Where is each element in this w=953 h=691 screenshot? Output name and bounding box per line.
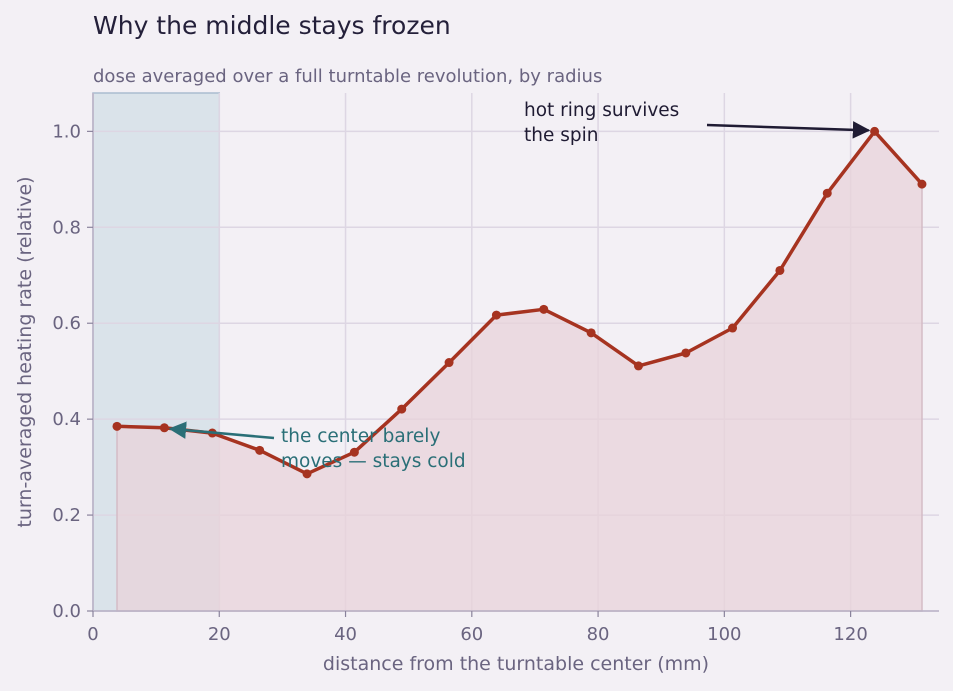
x-tick-label: 0 — [87, 624, 98, 645]
data-point — [491, 310, 501, 320]
data-point — [870, 126, 880, 136]
y-axis-label: turn-averaged heating rate (relative) — [14, 176, 36, 527]
data-point — [539, 304, 549, 314]
x-tick-label: 20 — [208, 624, 231, 645]
y-tick-label: 0.8 — [52, 217, 81, 238]
data-point — [775, 265, 785, 275]
x-tick-label: 60 — [460, 624, 483, 645]
data-point — [349, 447, 359, 457]
x-tick-label: 80 — [587, 624, 610, 645]
x-tick-label: 120 — [833, 624, 867, 645]
annotation-hot-ring: hot ring survives the spin — [524, 100, 679, 146]
y-tick-label: 0.6 — [52, 313, 81, 334]
annotation-arrow-hot-ring — [706, 121, 871, 139]
data-point — [159, 423, 169, 433]
data-point — [822, 188, 832, 198]
data-point — [633, 361, 643, 371]
x-axis-label: distance from the turntable center (mm) — [323, 653, 709, 675]
data-point — [728, 323, 738, 333]
y-tick-label: 0.0 — [52, 601, 81, 622]
y-tick-label: 0.2 — [52, 505, 81, 526]
chart-subtitle: dose averaged over a full turntable revo… — [93, 66, 602, 87]
data-point — [302, 469, 312, 479]
data-point — [397, 404, 407, 414]
data-point — [917, 179, 927, 189]
x-tick-label: 40 — [334, 624, 357, 645]
chart-title: Why the middle stays frozen — [93, 11, 451, 40]
data-points — [112, 126, 927, 479]
series-line — [115, 129, 924, 476]
y-tick-label: 0.4 — [52, 409, 81, 430]
data-point — [112, 421, 122, 431]
annotations: hot ring survives the spin the center bare… — [168, 100, 871, 472]
axes: 0 20 40 60 80 100 120 0.0 0.2 0.4 0.6 0.8 1.0 — [52, 93, 939, 645]
data-point — [255, 445, 265, 455]
annotation-center-cold: the center barely moves — stays cold — [281, 426, 466, 472]
x-tick-label: 100 — [707, 624, 741, 645]
y-tick-label: 1.0 — [52, 121, 81, 142]
series-area-fill — [116, 130, 923, 612]
data-point — [444, 358, 454, 368]
data-point — [681, 348, 691, 358]
annotation-arrow-center-cold — [168, 421, 275, 440]
data-point — [586, 328, 596, 338]
